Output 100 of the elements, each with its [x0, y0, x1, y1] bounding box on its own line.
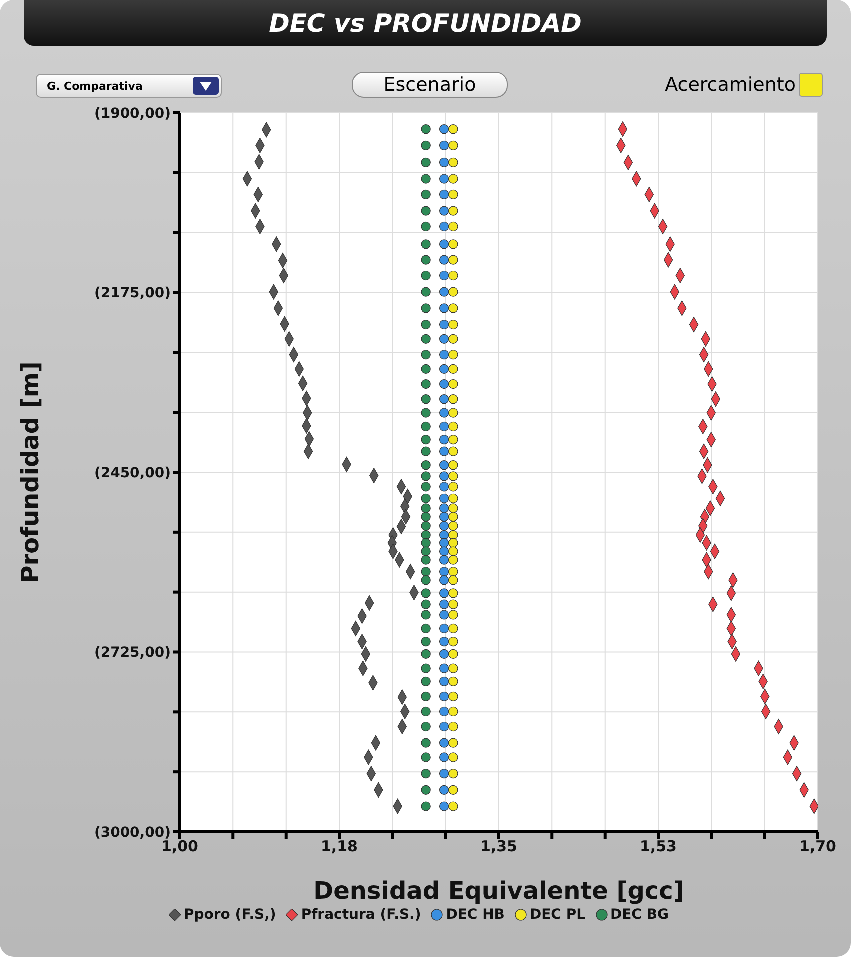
point — [421, 636, 431, 647]
point — [448, 802, 458, 812]
y-tick-label: (2725,00) — [94, 645, 171, 662]
point — [448, 124, 458, 134]
point — [448, 422, 458, 432]
point — [440, 664, 450, 674]
point — [421, 576, 431, 586]
point — [440, 546, 450, 556]
point — [448, 174, 458, 184]
point — [448, 460, 458, 470]
point — [440, 482, 450, 492]
point — [448, 706, 458, 717]
point — [440, 394, 450, 404]
point — [440, 576, 450, 586]
point — [448, 364, 458, 374]
point — [421, 567, 431, 577]
point — [440, 287, 450, 297]
legend-label: Pfractura (F.S.) — [301, 907, 422, 923]
point — [448, 664, 458, 674]
point — [448, 530, 458, 540]
point — [440, 588, 450, 598]
point — [421, 334, 431, 344]
point — [448, 624, 458, 634]
x-axis-title: Densidad Equivalente [gcc] — [314, 877, 684, 905]
point — [440, 446, 450, 456]
point — [440, 408, 450, 418]
point — [421, 785, 431, 795]
y-tick-label: (1900,00) — [94, 106, 171, 122]
button: Escenario — [352, 72, 508, 98]
point — [448, 206, 458, 216]
point — [421, 446, 431, 456]
point — [448, 636, 458, 647]
point — [448, 738, 458, 748]
point — [440, 624, 450, 634]
point — [421, 588, 431, 598]
point — [421, 482, 431, 492]
legend-label: DEC HB — [446, 907, 505, 923]
point — [421, 504, 431, 514]
point — [448, 588, 458, 598]
point — [440, 174, 450, 184]
point — [448, 538, 458, 548]
point — [440, 504, 450, 514]
point — [440, 270, 450, 281]
point — [448, 255, 458, 265]
point — [440, 636, 450, 647]
point — [440, 460, 450, 470]
point — [421, 610, 431, 620]
point — [448, 692, 458, 702]
point — [448, 240, 458, 250]
point — [421, 435, 431, 445]
point — [421, 802, 431, 812]
point — [421, 174, 431, 184]
point — [440, 530, 450, 540]
point — [448, 676, 458, 686]
point — [440, 555, 450, 565]
point — [421, 270, 431, 281]
point — [440, 255, 450, 265]
point — [440, 785, 450, 795]
point — [421, 769, 431, 779]
y-tick-label: (2175,00) — [94, 286, 171, 302]
point — [421, 555, 431, 565]
point — [448, 320, 458, 330]
point — [421, 240, 431, 250]
point — [448, 576, 458, 586]
point — [421, 472, 431, 482]
point — [448, 494, 458, 504]
point — [448, 394, 458, 404]
point — [448, 546, 458, 556]
point — [448, 567, 458, 577]
point — [421, 538, 431, 548]
point — [440, 222, 450, 232]
point — [448, 334, 458, 344]
point — [421, 676, 431, 686]
point — [421, 512, 431, 522]
point — [421, 304, 431, 314]
point — [421, 521, 431, 531]
point — [448, 435, 458, 445]
point — [448, 158, 458, 168]
point — [448, 190, 458, 200]
x-tick-label: 1,70 — [799, 838, 837, 856]
point — [421, 530, 431, 540]
point — [421, 255, 431, 265]
point — [440, 320, 450, 330]
point — [440, 538, 450, 548]
point — [421, 649, 431, 660]
point — [448, 140, 458, 150]
point — [440, 512, 450, 522]
point — [421, 624, 431, 634]
chart-title: DEC vs PROFUNDIDAD — [24, 0, 827, 46]
point — [421, 140, 431, 150]
point — [440, 738, 450, 748]
point — [448, 379, 458, 390]
point — [448, 610, 458, 620]
point — [448, 270, 458, 281]
point — [421, 752, 431, 762]
point — [448, 722, 458, 732]
point — [440, 769, 450, 779]
point — [448, 287, 458, 297]
point — [440, 124, 450, 134]
point — [448, 785, 458, 795]
